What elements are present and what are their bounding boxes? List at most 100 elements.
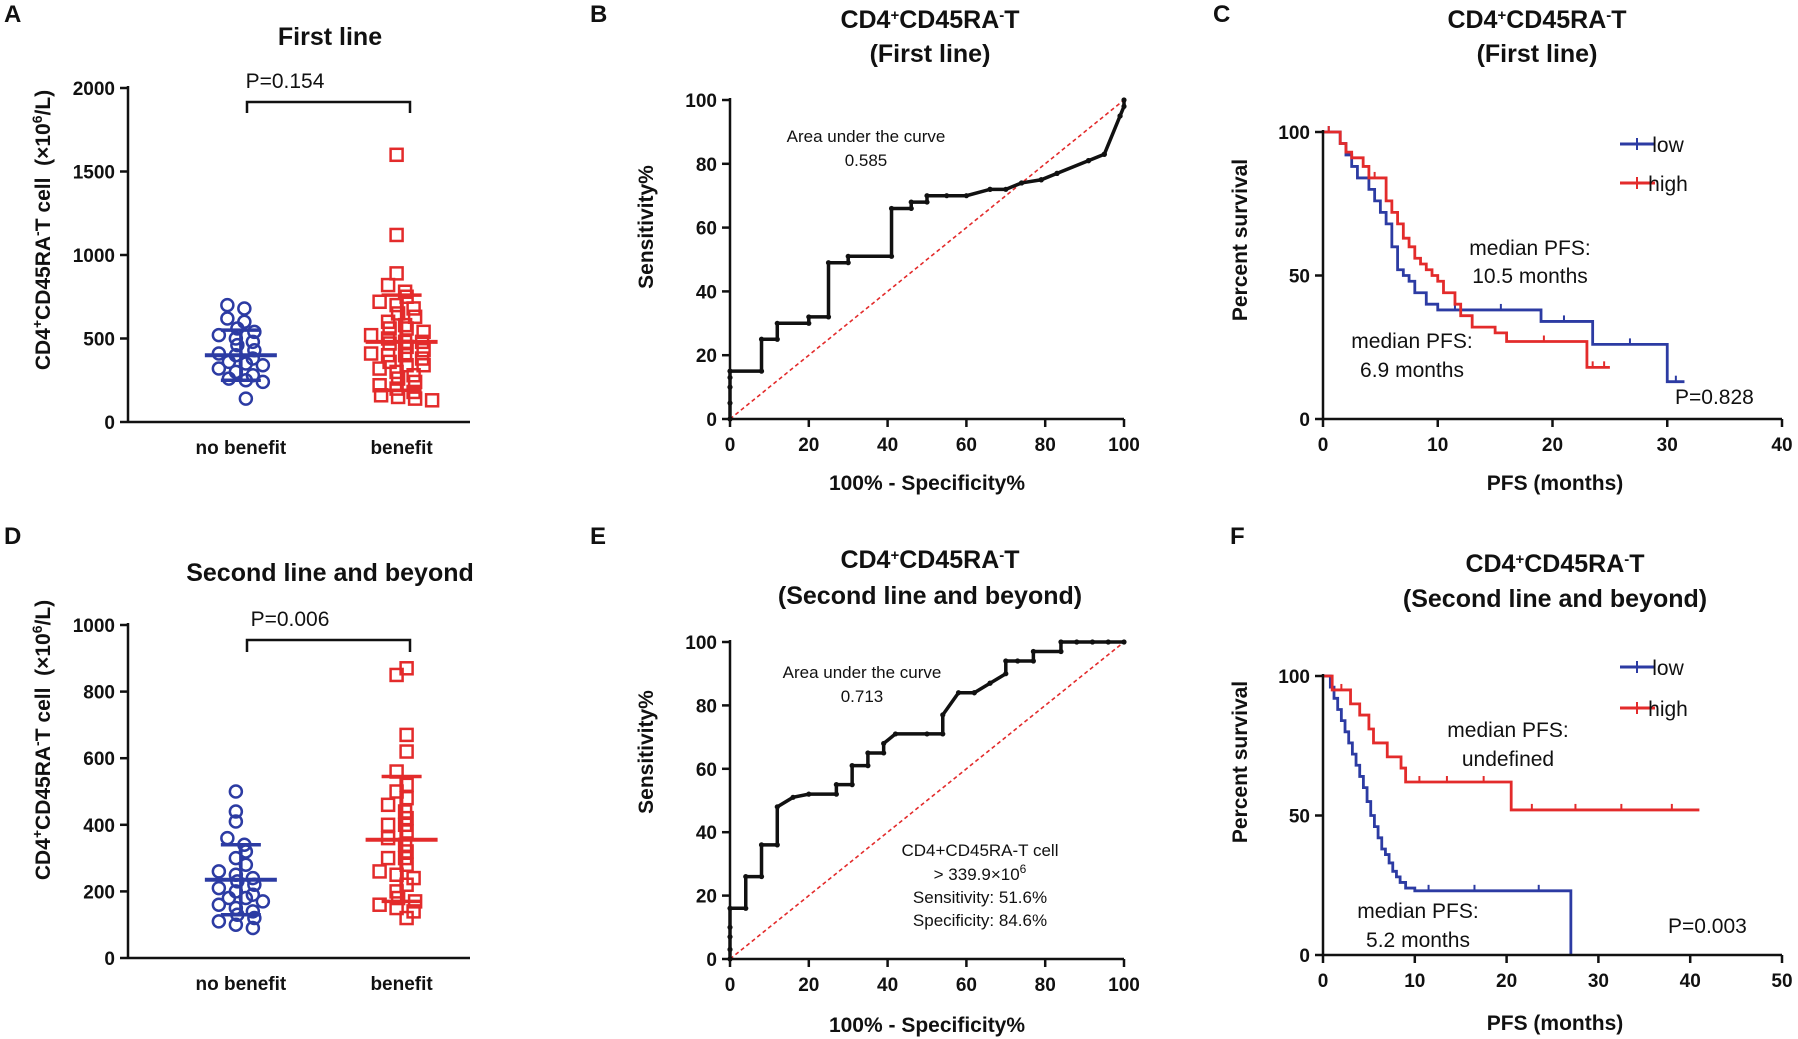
panel-f-legend: low high: [1620, 657, 1688, 721]
panel-e-x-tick-label: 20: [798, 975, 819, 996]
panel-e-title: CD4+CD45RA-T: [840, 546, 1019, 574]
panel-d-y-tick-label: 200: [83, 882, 115, 903]
panel-d-point: [211, 897, 227, 912]
panel-d-point: [406, 870, 421, 886]
panel-e-roc-point: [833, 791, 839, 797]
panel-c-y-tick-label: 50: [1289, 267, 1310, 288]
panel-b-roc-point: [987, 186, 993, 192]
panel-e-roc-point: [790, 794, 796, 800]
panel-a-point: [414, 351, 430, 366]
panel-d-point: [372, 897, 387, 912]
panel-b: B CD4+CD45RA-T (First line) Sensitivity%…: [590, 1, 1140, 495]
panel-letter-f: F: [1230, 523, 1245, 550]
legend-low-label: low: [1652, 657, 1684, 680]
panel-e-roc-point: [774, 804, 780, 810]
panel-b-auc-value: 0.585: [845, 151, 888, 170]
panel-a-point: [372, 378, 387, 393]
panel-a-point: [416, 342, 431, 358]
panel-d-y-tick-label: 1000: [73, 616, 115, 637]
panel-c-annotation-low-line1: median PFS:: [1351, 330, 1472, 353]
panel-b-roc-point: [944, 193, 950, 199]
panel-e-roc-point: [892, 731, 899, 737]
panel-c-y-axis-label: Percent survival: [1229, 159, 1252, 321]
panel-e-y-axis-label: Sensitivity%: [635, 690, 658, 814]
panel-b-roc-point: [1117, 113, 1123, 119]
panel-e-roc-point: [1015, 658, 1021, 664]
panel-e-x-tick-label: 0: [725, 975, 736, 996]
panel-a-point: [245, 351, 261, 366]
panel-b-roc-point: [758, 336, 765, 342]
panel-a-point: [389, 147, 404, 163]
panel-e-roc-point: [940, 712, 946, 718]
panel-a-point: [397, 347, 413, 363]
panel-letter-b: B: [590, 1, 607, 28]
panel-f-km-curve-low: [1323, 674, 1573, 955]
panel-f-y-tick-label: 100: [1278, 667, 1310, 688]
panel-a-point: [380, 314, 396, 330]
panel-a-y-tick-label: 0: [104, 413, 115, 434]
panel-b-roc-point: [774, 336, 780, 342]
panel-e-x-tick-label: 40: [877, 975, 898, 996]
panel-e-roc-point: [758, 842, 765, 848]
panel-e-roc-point: [1121, 639, 1127, 645]
panel-b-roc-point: [924, 199, 930, 205]
panel-f-annotation-low-line2: 5.2 months: [1366, 929, 1470, 952]
panel-b-roc-point: [845, 253, 851, 259]
panel-a-point: [211, 361, 227, 376]
panel-d-point: [380, 817, 396, 833]
panel-e-roc-point: [987, 680, 993, 686]
panel-f-y-tick-label: 0: [1299, 946, 1310, 967]
panel-b-reference-line: [729, 99, 1125, 420]
panel-d-title: Second line and beyond: [186, 559, 474, 587]
legend-high-label: high: [1648, 173, 1688, 196]
panel-e-roc-point: [1003, 658, 1009, 664]
panel-c-title-line2: (First line): [1477, 40, 1598, 68]
panel-f-title: CD4+CD45RA-T: [1465, 550, 1644, 578]
panel-e-y-tick-label: 20: [696, 887, 717, 908]
panel-d-point: [228, 814, 244, 829]
panel-c-x-axis-label: PFS (months): [1487, 472, 1624, 495]
panel-e-roc-point: [743, 905, 749, 911]
panel-d-significance-bracket: [245, 638, 412, 652]
panel-a-point: [416, 324, 431, 340]
panel-d-point: [397, 804, 413, 819]
panel-e-roc-point: [849, 763, 855, 769]
panel-d-point: [372, 864, 387, 879]
panel-e-y-tick-label: 0: [706, 950, 717, 971]
panel-d-point: [399, 727, 414, 743]
panel-d-point: [399, 744, 414, 759]
panel-d-y-tick-label: 600: [83, 749, 115, 770]
panel-d-point: [245, 904, 261, 919]
panel-b-roc-point: [1121, 103, 1127, 109]
panel-d-point: [245, 920, 261, 936]
panel-f-plot: 0 50 100 0 10 20 30 40 50: [1278, 667, 1792, 992]
panel-d-point: [211, 864, 227, 879]
panel-letter-e: E: [590, 523, 606, 550]
panel-d-point: [228, 804, 244, 819]
panel-d-plot: 0 200 400 600 800 1000 no benefit benefit: [73, 616, 470, 995]
panel-f-x-tick-label: 40: [1680, 971, 1701, 992]
panel-b-roc-point: [825, 314, 832, 320]
panel-a-significance-bracket: [245, 100, 412, 113]
panel-f-y-axis-label: Percent survival: [1229, 681, 1252, 843]
panel-f-annotation-low-line1: median PFS:: [1357, 900, 1478, 923]
panel-b-roc-point: [845, 260, 851, 266]
panel-a-y-tick-label: 1500: [73, 163, 115, 184]
panel-c: C CD4+CD45RA-T (First line) Percent surv…: [1213, 1, 1793, 495]
panel-d-y-axis-label: CD4+CD45RA-T cell (×106/L): [29, 600, 55, 880]
panel-e-x-tick-label: 100: [1108, 975, 1140, 996]
panel-a-point: [245, 334, 261, 350]
panel-b-roc-point: [806, 320, 812, 326]
panel-e-y-tick-label: 60: [696, 760, 717, 781]
panel-e-roc-point: [1030, 658, 1036, 664]
panel-e-roc-point: [1089, 639, 1096, 645]
panel-a-point: [389, 227, 404, 243]
panel-b-roc-point: [908, 199, 914, 205]
panel-b-roc-point: [1085, 158, 1092, 164]
panel-d-point: [247, 910, 262, 926]
panel-e-roc-point: [971, 690, 977, 696]
panel-a-y-tick-label: 1000: [73, 246, 115, 267]
panel-e-roc-point: [865, 763, 871, 769]
panel-b-roc-point: [825, 260, 832, 266]
